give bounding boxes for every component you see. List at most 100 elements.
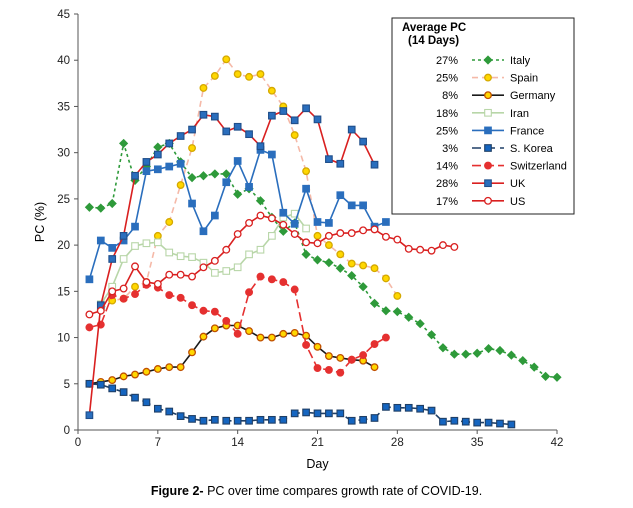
data-point-uk [268,111,276,120]
data-point-us [439,241,447,250]
data-point-s-korea [416,404,424,413]
legend-label-france: France [510,125,544,137]
data-point-s-korea [211,415,219,424]
legend-subtitle: (14 Days) [408,35,459,47]
series-uk [85,104,379,420]
data-point-us [290,230,299,238]
data-point-iran [268,232,276,240]
data-point-spain [210,71,219,80]
legend-label-switzerland: Switzerland [510,161,567,173]
x-tick-label: 14 [231,437,244,449]
data-point-germany [131,370,139,379]
x-tick-label: 7 [155,437,161,449]
data-point-s-korea [222,416,231,425]
data-point-iran [233,263,242,272]
data-point-us [199,263,208,272]
figure-caption-text: PC over time compares growth rate of COV… [203,484,483,498]
data-point-us [427,246,436,255]
data-point-france [382,218,390,226]
data-point-us [450,243,459,251]
data-point-france [165,162,174,171]
data-point-uk [119,232,128,240]
y-axis-title: PC (%) [33,202,47,242]
data-point-uk [85,411,94,420]
data-point-switzerland [370,340,379,348]
legend-marker-uk [484,179,492,188]
data-point-us [256,211,265,220]
data-point-iran [222,267,231,275]
data-point-s-korea [256,415,265,424]
y-tick-label: 40 [57,55,70,67]
data-point-uk [336,159,345,168]
data-point-us [210,256,219,265]
data-point-france [85,275,94,284]
data-point-italy [461,349,471,359]
data-point-switzerland [347,355,356,364]
data-point-italy [506,350,516,360]
x-axis-title: Day [306,457,329,471]
legend-label-s-korea: S. Korea [510,143,554,155]
data-point-switzerland [290,285,299,294]
data-point-s-korea [370,414,379,422]
legend-label-iran: Iran [510,108,529,120]
data-point-uk [131,171,139,180]
series-line-us [89,214,455,316]
data-point-iran [245,250,253,259]
data-point-germany [119,372,128,381]
data-point-us [279,220,288,229]
data-point-spain [370,264,379,273]
data-point-italy [301,249,311,259]
data-point-france [245,183,253,191]
x-tick-label: 21 [311,437,324,449]
data-point-germany [290,328,299,337]
data-point-spain [165,218,174,226]
legend-item-france: 25% France [436,125,544,137]
data-point-s-korea [233,416,242,425]
legend-label-italy: Italy [510,55,531,67]
data-point-us [131,262,139,271]
data-point-uk [108,255,117,263]
data-point-italy [369,298,380,308]
legend-item-iran: 18% Iran [436,108,529,120]
data-point-switzerland [165,291,174,299]
legend-marker-spain [484,73,492,82]
data-point-uk [370,160,379,169]
legend-label-germany: Germany [510,90,556,102]
data-point-france [313,218,322,226]
data-point-switzerland [199,306,208,315]
data-point-italy [278,226,288,236]
legend-avg-switzerland: 14% [436,161,458,173]
data-point-germany [142,367,151,376]
series-iran [96,209,310,309]
data-point-us [188,272,196,281]
data-point-s-korea [427,406,436,415]
legend-marker-switzerland [484,161,492,170]
data-point-france [108,244,117,252]
data-point-spain [359,261,368,270]
data-point-iran [176,252,185,261]
data-point-s-korea [336,409,345,418]
data-point-uk [290,116,299,125]
y-tick-label: 45 [57,9,70,21]
legend-item-us: 17% US [436,196,525,208]
legend-marker-s-korea [484,144,492,152]
data-point-us [176,270,185,279]
data-point-germany [245,327,254,336]
data-point-switzerland [233,329,242,338]
data-point-s-korea [142,398,151,407]
data-point-s-korea [131,393,139,402]
data-point-iran [142,239,151,248]
data-point-germany [279,329,288,338]
data-point-france [336,191,345,200]
data-point-france [199,227,208,236]
data-point-switzerland [324,365,333,374]
data-point-france [233,157,242,165]
data-point-switzerland [279,278,288,287]
data-point-switzerland [222,316,231,325]
data-point-france [188,199,196,208]
data-point-germany [176,363,185,372]
data-point-france [268,150,276,159]
data-point-italy [347,271,357,281]
data-point-germany [256,333,265,342]
